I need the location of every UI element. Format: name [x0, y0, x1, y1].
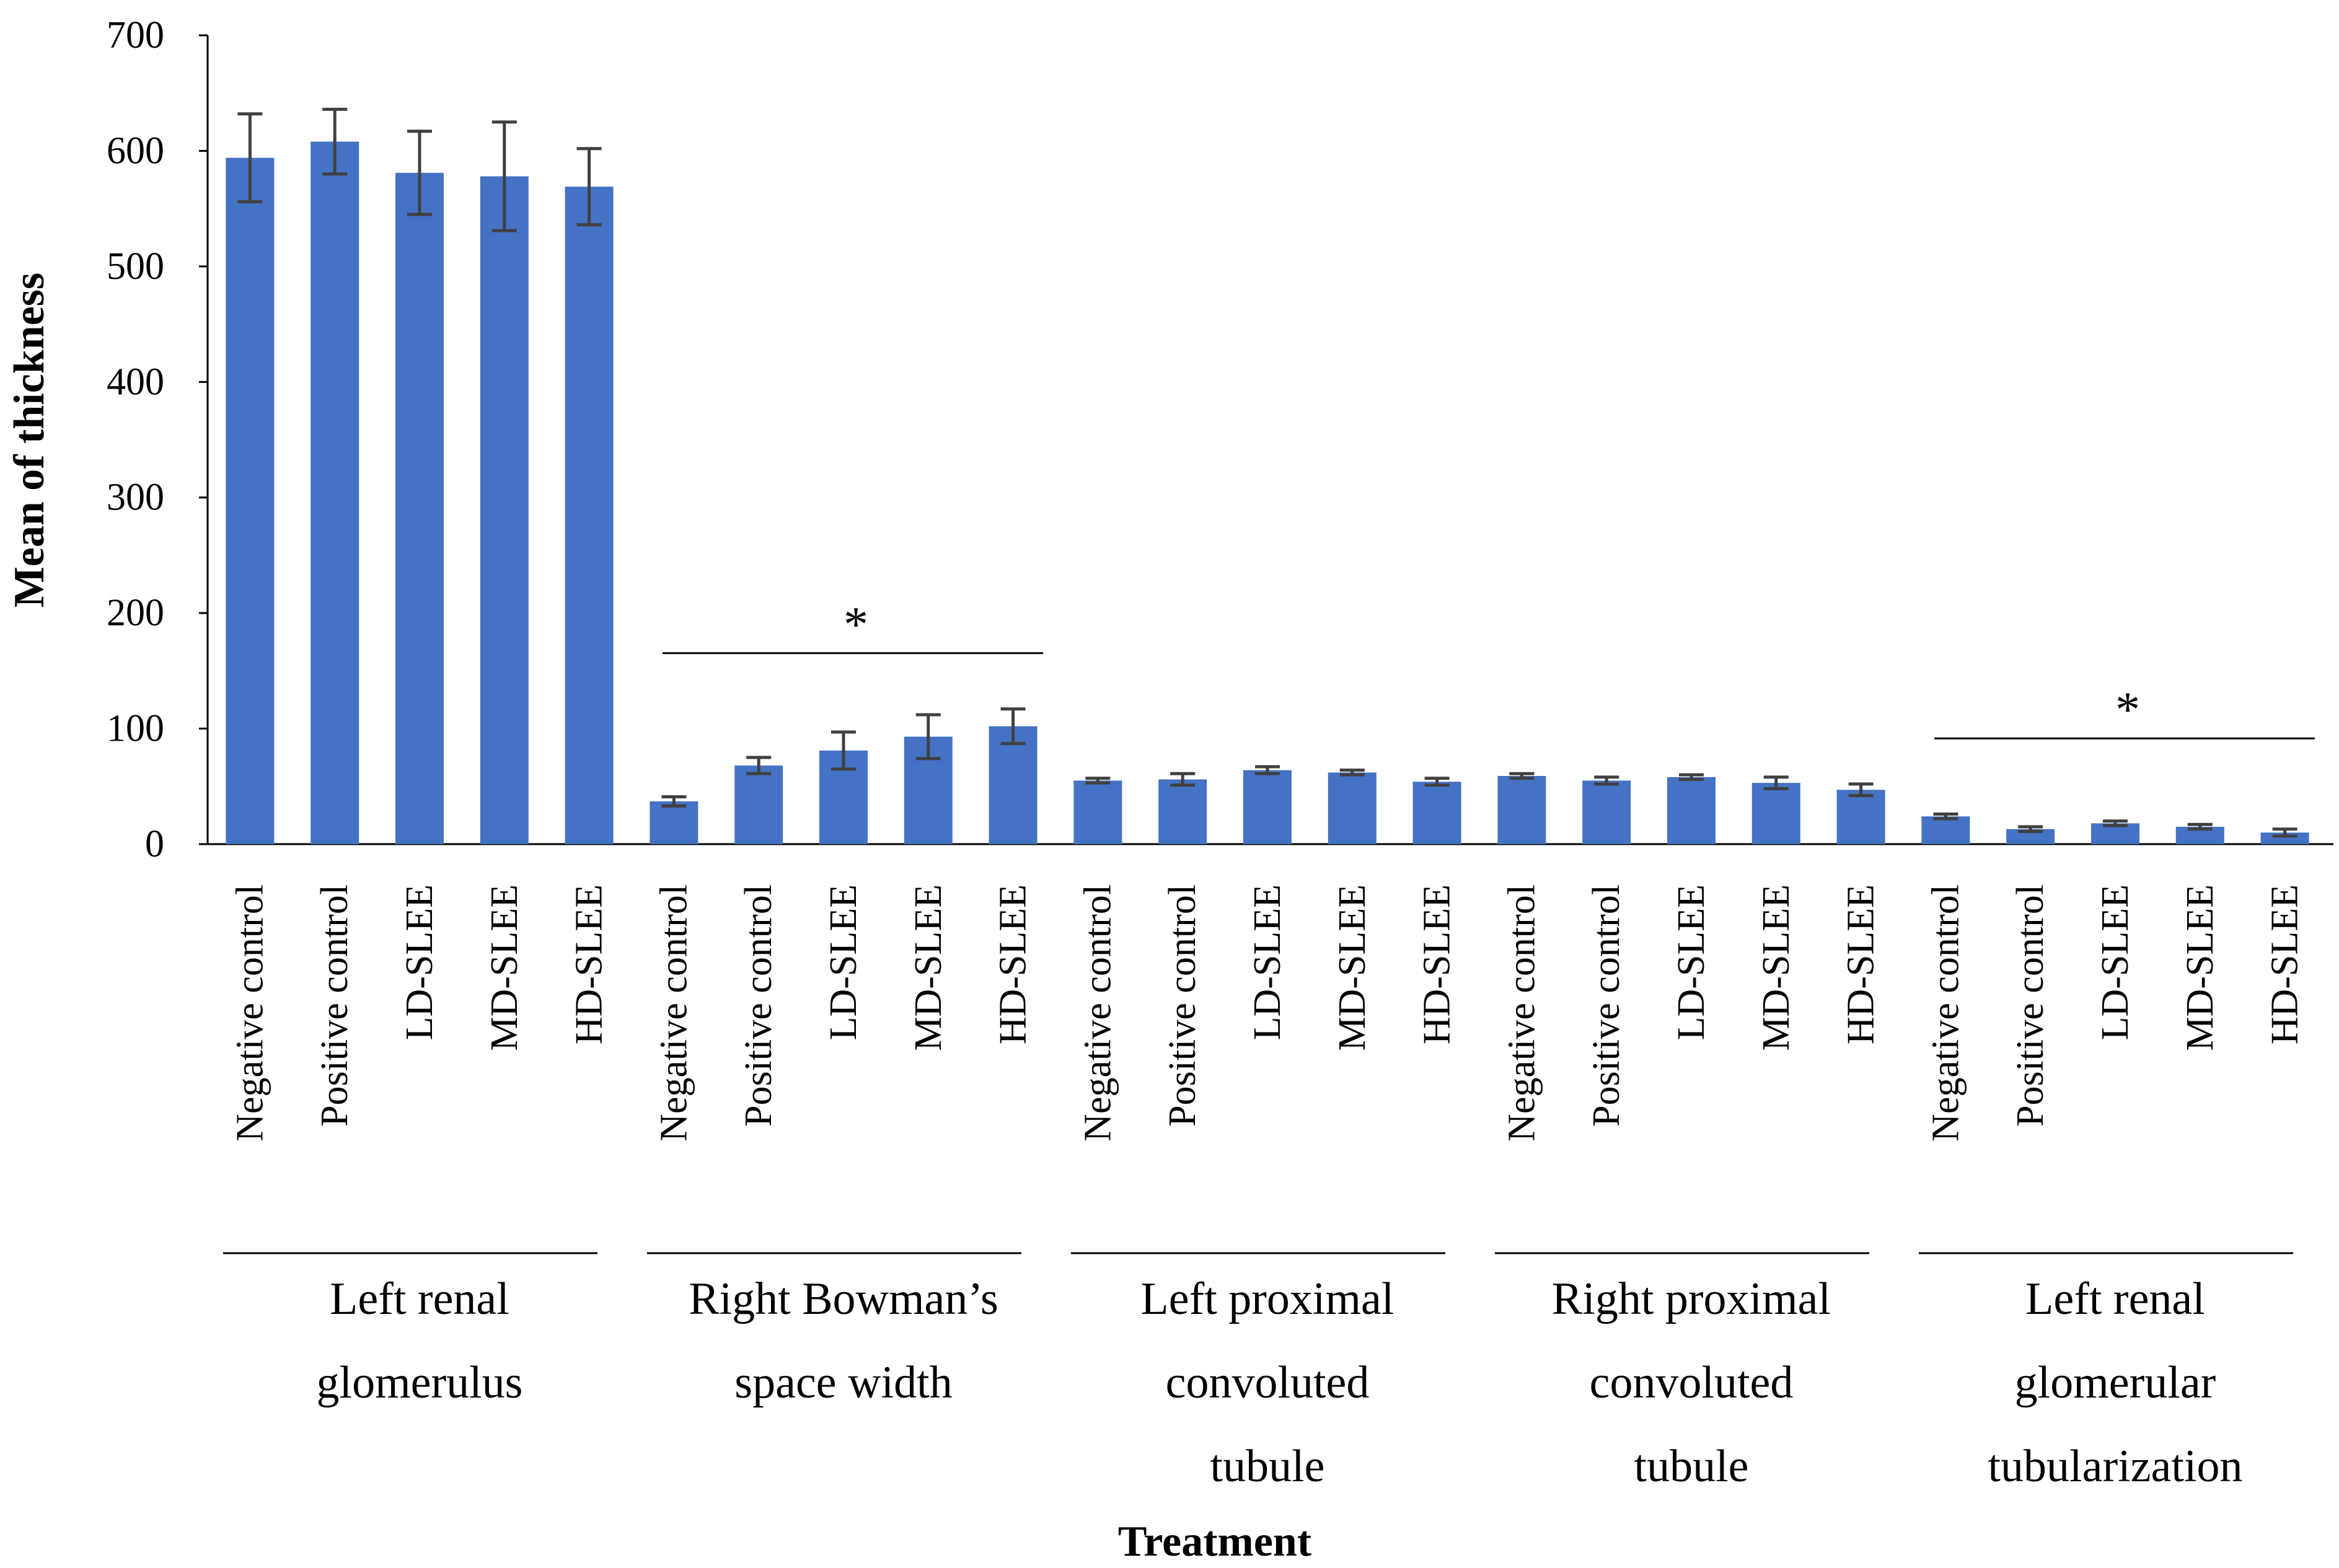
category-label: MD-SLEE — [1331, 884, 1373, 1051]
category-label: Negative control — [1077, 884, 1119, 1142]
error-bar — [915, 713, 941, 760]
error-bar — [1679, 773, 1704, 782]
category-label: HD-SLEE — [992, 884, 1034, 1044]
error-bar — [2018, 825, 2043, 833]
error-bar — [491, 120, 517, 232]
category-label: Positive control — [1585, 884, 1628, 1127]
bar — [565, 187, 614, 844]
category-label: HD-SLEE — [568, 884, 610, 1044]
error-bar — [2103, 819, 2128, 827]
bar — [1412, 782, 1461, 844]
category-label: Positive control — [1161, 884, 1204, 1127]
y-axis-title: Mean of thickness — [6, 273, 53, 608]
error-bar — [1424, 777, 1450, 787]
group-label: Left proximal convoluted tubule — [1141, 1274, 1394, 1492]
error-bar — [407, 130, 432, 216]
error-bar — [1594, 775, 1619, 786]
bar — [1497, 776, 1546, 844]
category-label: MD-SLEE — [2179, 884, 2221, 1051]
bar — [1073, 780, 1122, 844]
bar — [989, 726, 1037, 844]
error-bar — [1763, 775, 1789, 791]
significance-layer: ** — [663, 597, 2315, 740]
category-labels-layer: Negative control Positive control LD-SLEE M… — [229, 884, 2306, 1142]
category-label: LD-SLEE — [822, 884, 865, 1040]
bars-layer — [226, 141, 2309, 845]
error-bar — [576, 147, 602, 227]
x-axis-title: Treatment — [1118, 1518, 1311, 1566]
category-label: Negative control — [229, 884, 271, 1142]
bar — [1667, 777, 1716, 844]
bar — [1836, 790, 1885, 844]
category-label: MD-SLEE — [907, 884, 949, 1051]
group-labels-layer: Left renal glomerulus Right Bowman’s space … — [223, 1252, 2293, 1492]
y-tick-label: 0 — [145, 823, 164, 865]
category-label: HD-SLEE — [1416, 884, 1458, 1044]
y-tick-label: 600 — [107, 130, 164, 172]
bar — [1328, 772, 1377, 844]
category-label: MD-SLEE — [483, 884, 526, 1051]
category-label: Positive control — [738, 884, 780, 1127]
bar — [1751, 783, 1800, 844]
category-label: Positive control — [314, 884, 356, 1127]
error-bar — [831, 730, 856, 771]
category-label: Positive control — [2009, 884, 2051, 1127]
y-tick-label: 100 — [107, 708, 164, 750]
error-bar — [2187, 822, 2213, 831]
error-bar — [661, 795, 687, 808]
y-tick-label: 300 — [107, 477, 164, 519]
y-tick-label: 700 — [107, 14, 164, 56]
category-label: MD-SLEE — [1755, 884, 1797, 1051]
category-label: LD-SLEE — [1246, 884, 1288, 1040]
error-bar — [1085, 777, 1111, 785]
category-label: Negative control — [1924, 884, 1967, 1142]
y-tick-label: 200 — [107, 592, 164, 634]
error-bar — [237, 112, 263, 203]
bar — [734, 765, 783, 844]
category-label: Negative control — [1500, 884, 1543, 1142]
error-bar — [1170, 772, 1196, 787]
error-bar — [1848, 782, 1874, 798]
bar — [311, 141, 359, 844]
bar — [1582, 780, 1631, 844]
group-label: Left renal glomerular tubularization — [1988, 1274, 2243, 1492]
bar — [226, 157, 275, 845]
group-label: Right proximal convoluted tubule — [1552, 1274, 1831, 1492]
error-bar — [746, 755, 772, 775]
significance-marker: * — [2115, 683, 2140, 738]
error-bar — [1933, 813, 1958, 821]
category-label: HD-SLEE — [1840, 884, 1882, 1044]
group-label: Left renal glomerulus — [317, 1274, 523, 1408]
category-label: Negative control — [653, 884, 695, 1142]
error-bars-layer — [237, 107, 2297, 838]
significance-marker: * — [844, 597, 868, 652]
y-tick-label: 400 — [107, 361, 164, 403]
category-label: LD-SLEE — [1670, 884, 1712, 1040]
category-label: LD-SLEE — [399, 884, 441, 1040]
bar — [395, 172, 444, 845]
bar — [480, 176, 529, 844]
category-label: LD-SLEE — [2094, 884, 2136, 1040]
error-bar — [322, 107, 348, 176]
bar — [1158, 779, 1207, 844]
error-bar — [2272, 827, 2297, 838]
error-bar — [1255, 765, 1280, 775]
error-bar — [1509, 772, 1535, 780]
bar — [1243, 770, 1292, 844]
bar — [650, 801, 698, 844]
y-tick-label: 500 — [107, 245, 164, 288]
group-label: Right Bowman’s space width — [689, 1274, 998, 1408]
y-axis: 0 100 200 300 400 500 600 700 — [107, 14, 2333, 865]
category-label: HD-SLEE — [2264, 884, 2306, 1044]
error-bar — [1339, 769, 1365, 777]
bar — [1921, 816, 1970, 844]
error-bar — [1000, 707, 1026, 746]
